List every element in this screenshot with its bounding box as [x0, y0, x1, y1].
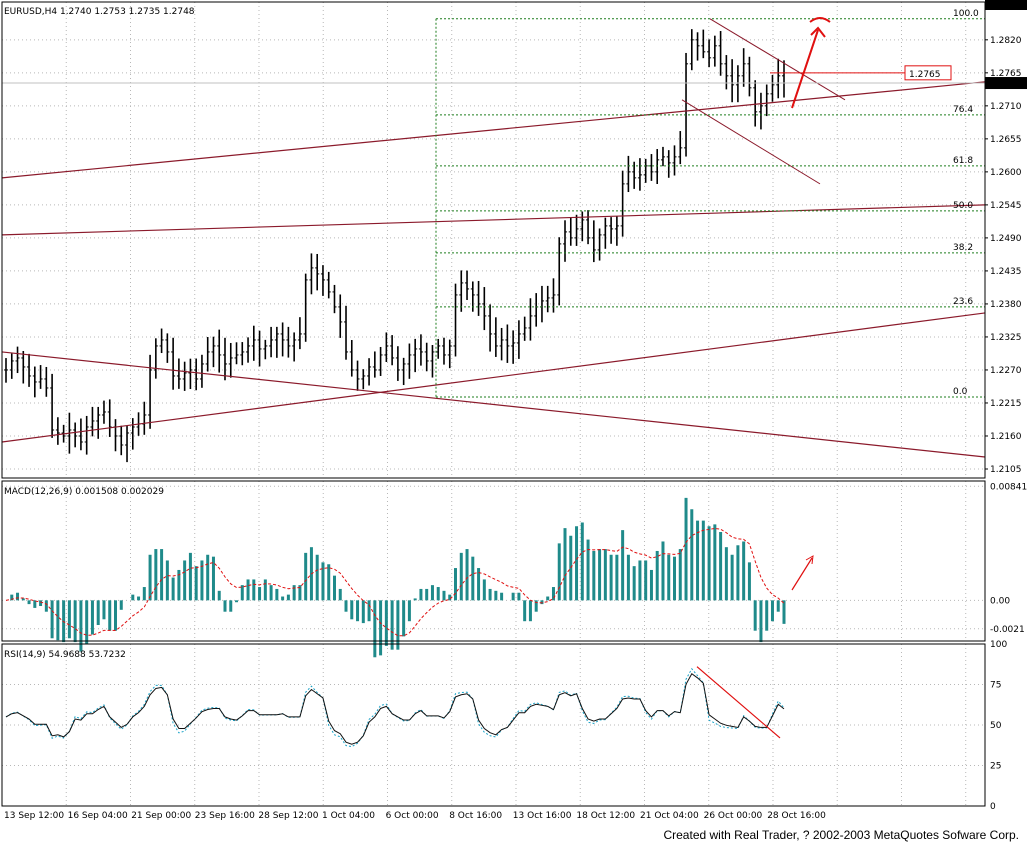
fib-level-label: 38.2 [953, 243, 973, 253]
price-y-tick-label: 1.2765 [990, 69, 1022, 79]
x-tick-label: 18 Oct 12:00 [576, 811, 635, 821]
rsi-panel [5, 666, 785, 748]
fib-level-label: 0.0 [953, 387, 968, 397]
price-y-tick-label: 1.2105 [990, 465, 1022, 475]
macd-y-tick-label: 0.00 [990, 596, 1010, 606]
trendline [1, 81, 986, 179]
price-y-tick-label: 1.2435 [990, 267, 1022, 277]
axes: 13 Sep 12:00 16 Sep 04:00 21 Sep 00:00 23 S… [1, 0, 1027, 821]
trendline [1, 351, 986, 458]
x-tick-label: 21 Oct 04:00 [640, 811, 699, 821]
rsi-signal-line [5, 667, 785, 748]
macd-signal-line [5, 527, 785, 637]
macd-panel-title: MACD(12,26,9) 0.001508 0.002029 [4, 487, 164, 497]
annotation-box [904, 65, 952, 81]
footer-credit: Created with Real Trader, ? 2002-2003 Me… [663, 828, 1019, 842]
rsi-main-line [5, 672, 785, 745]
price-y-tick-label: 1.2883 [990, 0, 1022, 8]
x-tick-label: 13 Sep 12:00 [4, 811, 64, 821]
top-price-label: 1.2883 [989, 0, 1021, 10]
price-panel-title: EURUSD,H4 1.2740 1.2753 1.2735 1.2748 [4, 7, 195, 17]
arrow-arc [809, 17, 831, 23]
macd-panel [5, 497, 814, 658]
x-tick-label: 28 Sep 12:00 [258, 811, 318, 821]
price-y-tick-label: 1.2160 [990, 432, 1022, 442]
rsi-y-tick-label: 100 [990, 640, 1007, 650]
fib-level-label: 76.4 [953, 105, 973, 115]
fib-level-label: 50.0 [953, 201, 973, 211]
rsi-y-tick-label: 25 [990, 762, 1001, 772]
current-price-box [985, 77, 1027, 90]
annotation-price-label: 1.2765 [909, 70, 941, 80]
rsi-y-tick-label: 50 [990, 721, 1002, 731]
trendline [1, 312, 986, 443]
macd-arrow-shaft [791, 557, 813, 591]
price-y-tick-label: 1.2325 [990, 333, 1022, 343]
x-tick-label: 1 Oct 04:00 [322, 811, 375, 821]
channel-lower-line [681, 99, 821, 185]
x-tick-label: 21 Sep 00:00 [131, 811, 191, 821]
fib-level-label: 23.6 [953, 297, 973, 307]
rsi-y-tick-label: 0 [990, 802, 996, 812]
x-tick-label: 26 Oct 00:00 [704, 811, 763, 821]
panel-frame [1, 1, 986, 479]
x-tick-label: 16 Sep 04:00 [68, 811, 128, 821]
x-tick-label: 8 Oct 16:00 [449, 811, 502, 821]
channel-upper-line [709, 18, 846, 101]
current-price-label: 1.2748 [989, 79, 1021, 89]
macd-y-tick-label: -0.0021 [990, 625, 1025, 635]
panel-frame [1, 480, 986, 642]
rsi-y-tick-label: 75 [990, 681, 1001, 691]
rsi-panel-title: RSI(14,9) 54.9688 53.7232 [4, 650, 126, 660]
price-y-tick-label: 1.2490 [990, 234, 1022, 244]
grid-lines [1, 2, 985, 807]
fib-level-label: 100.0 [953, 9, 979, 19]
arrow-up-shaft [791, 29, 819, 109]
x-tick-label: 28 Oct 16:00 [767, 811, 826, 821]
rsi-trendline [696, 666, 781, 739]
macd-arrow-head [805, 555, 814, 565]
macd-y-tick-label: 0.00841 [990, 482, 1027, 492]
fib-level-label: 61.8 [953, 156, 973, 166]
price-y-tick-label: 1.2655 [990, 135, 1022, 145]
price-y-tick-label: 1.2820 [990, 36, 1022, 46]
price-y-tick-label: 1.2545 [990, 201, 1022, 211]
x-tick-label: 23 Sep 16:00 [195, 811, 255, 821]
price-y-tick-label: 1.2600 [990, 168, 1022, 178]
price-y-tick-label: 1.2710 [990, 102, 1022, 112]
price-y-tick-label: 1.2380 [990, 300, 1022, 310]
arrow-up-head [810, 26, 826, 38]
trendline [1, 204, 986, 236]
panel-frame [1, 643, 986, 807]
price-y-tick-label: 1.2270 [990, 366, 1022, 376]
top-price-box [985, 0, 1027, 10]
price-y-tick-label: 1.2215 [990, 399, 1022, 409]
price-panel: 100.0 76.4 61.8 50.0 38.2 23.6 0.0 1.2748 1.2883… [1, 0, 1027, 463]
x-tick-label: 6 Oct 00:00 [386, 811, 439, 821]
x-tick-label: 13 Oct 16:00 [513, 811, 572, 821]
